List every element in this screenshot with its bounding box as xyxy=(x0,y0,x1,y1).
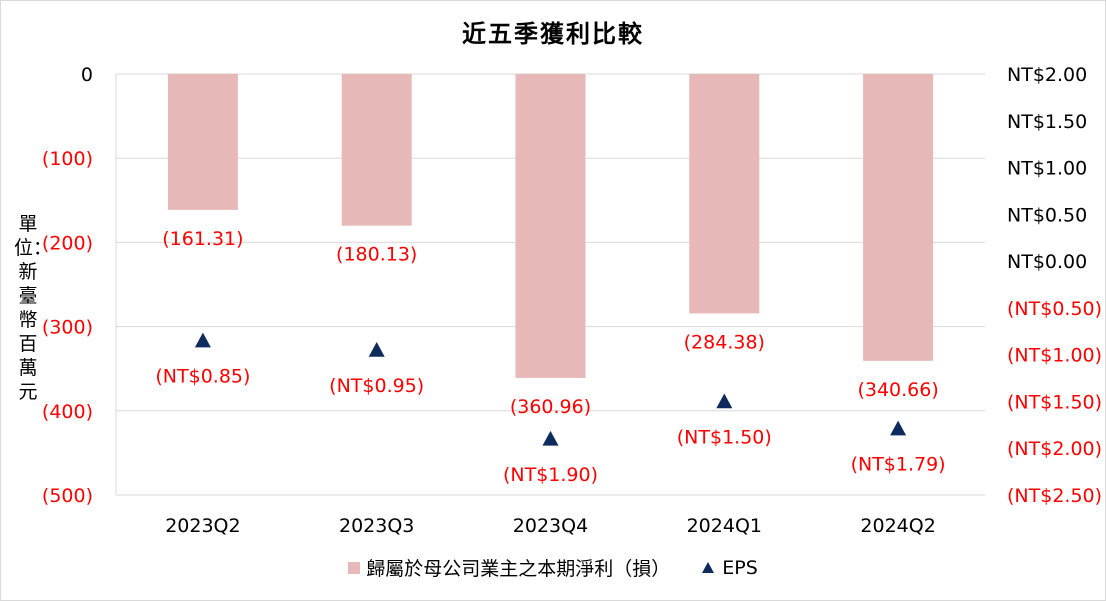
eps-marker xyxy=(716,393,733,409)
legend-label-net-income: 歸屬於母公司業主之本期淨利（損） xyxy=(366,558,671,580)
y-left-tick-label: (100) xyxy=(42,148,93,170)
eps-data-label: (NT$1.90) xyxy=(503,464,598,486)
bar-net-income xyxy=(863,74,934,361)
y-right-tick-label: NT$2.00 xyxy=(1007,64,1087,86)
bar-data-label: (284.38) xyxy=(684,331,765,353)
legend: 歸屬於母公司業主之本期淨利（損） EPS xyxy=(0,554,1106,581)
bar-data-label: (161.31) xyxy=(162,228,243,250)
x-tick-label: 2024Q2 xyxy=(860,515,935,537)
legend-label-eps: EPS xyxy=(722,556,758,579)
y-right-tick-label: NT$1.00 xyxy=(1007,158,1087,180)
legend-item-eps: EPS xyxy=(702,557,758,579)
x-tick-label: 2023Q3 xyxy=(339,515,414,537)
legend-item-net-income: 歸屬於母公司業主之本期淨利（損） xyxy=(348,554,670,581)
bar-net-income xyxy=(167,74,238,210)
bar-data-label: (180.13) xyxy=(336,244,417,266)
x-tick-label: 2023Q2 xyxy=(165,515,240,537)
y-left-tick-label: (200) xyxy=(42,232,93,254)
y-right-tick-label: NT$1.50 xyxy=(1007,111,1087,133)
y-right-tick-label: (NT$2.50) xyxy=(1007,485,1102,507)
bar-data-label: (360.96) xyxy=(510,396,591,418)
legend-triangle-icon xyxy=(702,562,715,573)
bar-net-income xyxy=(341,74,412,226)
legend-bar-swatch xyxy=(348,561,361,574)
eps-data-label: (NT$1.50) xyxy=(677,426,772,448)
y-right-tick-label: (NT$1.50) xyxy=(1007,391,1102,413)
y-left-tick-label: (400) xyxy=(42,401,93,423)
y-right-tick-label: NT$0.50 xyxy=(1007,204,1087,226)
chart-title: 近五季獲利比較 xyxy=(462,20,644,48)
eps-data-label: (NT$0.95) xyxy=(329,375,424,397)
y-right-tick-label: (NT$2.00) xyxy=(1007,438,1102,460)
y-left-tick-label: (300) xyxy=(42,317,93,339)
bar-data-label: (340.66) xyxy=(857,379,938,401)
bar-net-income xyxy=(689,74,760,314)
eps-marker xyxy=(890,420,907,436)
x-tick-label: 2024Q1 xyxy=(687,515,762,537)
bar-net-income xyxy=(515,74,586,378)
x-tick-label: 2023Q4 xyxy=(513,515,588,537)
eps-marker xyxy=(542,430,559,446)
eps-data-label: (NT$0.85) xyxy=(155,366,250,388)
y-right-tick-label: (NT$1.00) xyxy=(1007,345,1102,367)
y-right-tick-label: (NT$0.50) xyxy=(1007,298,1102,320)
y-left-tick-label: 0 xyxy=(81,64,93,86)
eps-marker xyxy=(368,341,385,357)
y-left-tick-label: (500) xyxy=(42,485,93,507)
eps-data-label: (NT$1.79) xyxy=(851,454,946,476)
eps-marker xyxy=(194,332,211,348)
y-right-tick-label: NT$0.00 xyxy=(1007,251,1087,273)
